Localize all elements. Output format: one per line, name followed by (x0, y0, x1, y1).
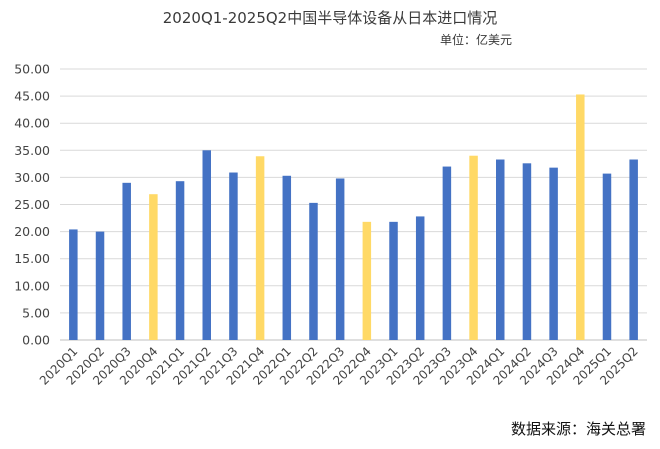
bar-2021Q3 (229, 172, 238, 340)
bar-2020Q4 (149, 194, 158, 340)
bar-2023Q3 (442, 166, 452, 340)
y-tick-label: 20.00 (14, 224, 50, 239)
bar-2022Q2 (309, 202, 318, 340)
y-tick-label: 5.00 (22, 305, 50, 320)
bar-2023Q2 (415, 216, 425, 340)
y-tick-label: 15.00 (14, 251, 50, 266)
chart-unit-label: 单位：亿美元 (439, 33, 512, 47)
bar-2020Q3 (122, 182, 131, 340)
bar-2022Q3 (335, 178, 345, 340)
bar-2021Q2 (202, 150, 211, 340)
y-axis-ticks: 0.00 5.00 10.00 15.00 20.00 25.00 30.00 35.00 40… (14, 62, 50, 348)
bar-2022Q4 (362, 221, 372, 340)
bar-2024Q3 (549, 167, 558, 340)
chart-title: 2020Q1-2025Q2中国半导体设备从日本进口情况 (162, 9, 498, 27)
bar-2022Q1 (282, 175, 292, 340)
bar-2021Q4 (255, 156, 265, 340)
y-tick-label: 30.00 (14, 170, 50, 185)
y-tick-label: 50.00 (14, 62, 50, 77)
y-tick-label: 40.00 (14, 116, 50, 131)
y-tick-label: 35.00 (14, 143, 50, 158)
bar-2023Q4 (469, 155, 478, 340)
x-axis-ticks: 2020Q12020Q22020Q32020Q42021Q12021Q22021… (37, 344, 641, 388)
bar-2024Q1 (496, 159, 505, 340)
bar-2025Q1 (602, 173, 612, 340)
bar-2024Q2 (522, 163, 532, 340)
y-tick-label: 10.00 (14, 278, 50, 293)
data-source-note: 数据来源：海关总署 (510, 420, 646, 438)
bar-2021Q1 (175, 181, 185, 340)
bar-2020Q1 (69, 229, 78, 340)
y-tick-label: 0.00 (22, 333, 50, 348)
bar-2020Q2 (95, 231, 105, 340)
gridlines (60, 68, 647, 341)
bar-2023Q1 (389, 221, 398, 340)
y-tick-label: 45.00 (14, 89, 50, 104)
y-tick-label: 25.00 (14, 197, 50, 212)
bars (69, 94, 638, 340)
bar-2024Q4 (576, 94, 585, 340)
bar-2025Q2 (629, 159, 638, 340)
